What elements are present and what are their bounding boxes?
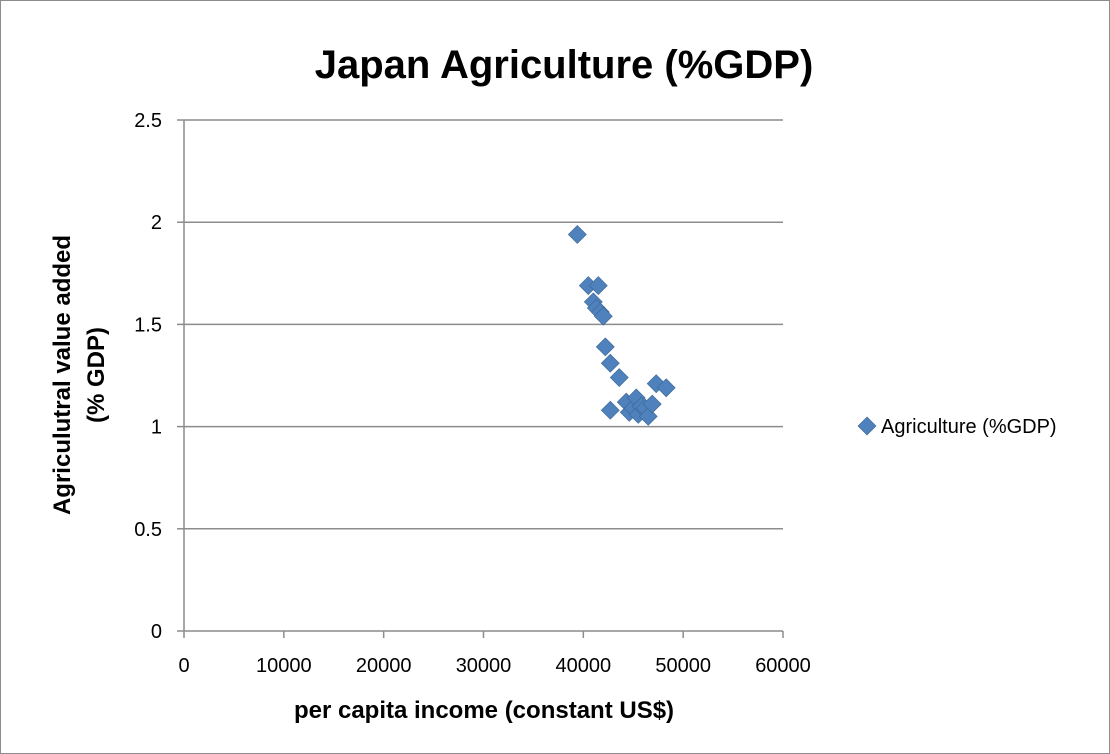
axes — [183, 120, 784, 638]
data-point-0-21 — [656, 378, 676, 398]
y-axis-title-line-1: Agriculutral value added — [49, 235, 76, 515]
y-tick-label-2: 1 — [151, 417, 162, 439]
y-tick-label-4: 2 — [151, 212, 162, 234]
data-point-0-8 — [600, 353, 620, 373]
x-tick-label-4: 40000 — [556, 655, 612, 677]
chart-title: Japan Agriculture (%GDP) — [315, 43, 814, 87]
x-tick-label-5: 50000 — [655, 655, 711, 677]
x-tick-label-2: 20000 — [356, 655, 412, 677]
y-tick-label-5: 2.5 — [134, 110, 162, 132]
data-point-0-6 — [593, 306, 613, 326]
data-point-0-20 — [646, 374, 666, 394]
y-tick-labels: 0 0.5 1 1.5 2 2.5 — [134, 110, 162, 643]
legend: Agriculture (%GDP) — [857, 416, 1057, 438]
y-tick-label-3: 1.5 — [134, 314, 162, 336]
x-tick-label-6: 60000 — [755, 655, 811, 677]
legend-label: Agriculture (%GDP) — [881, 416, 1057, 438]
data-point-0-19 — [642, 394, 662, 414]
data-points — [567, 225, 676, 426]
x-tick-label-0: 0 — [178, 655, 189, 677]
data-point-0-9 — [609, 368, 629, 387]
y-tick-label-0: 0 — [151, 621, 162, 643]
x-axis-title: per capita income (constant US$) — [294, 697, 674, 724]
x-tick-labels: 0 10000 20000 30000 40000 50000 60000 — [178, 655, 810, 677]
x-tick-label-3: 30000 — [456, 655, 512, 677]
y-axis-title-line-2: (% GDP) — [83, 327, 110, 423]
data-point-0-0 — [567, 225, 587, 244]
x-tick-label-1: 10000 — [256, 655, 312, 677]
y-tick-label-1: 0.5 — [134, 519, 162, 541]
gridlines — [177, 119, 783, 632]
data-point-0-2 — [588, 276, 608, 295]
data-point-0-7 — [595, 337, 615, 357]
data-point-0-10 — [600, 400, 620, 420]
legend-marker — [857, 416, 877, 436]
